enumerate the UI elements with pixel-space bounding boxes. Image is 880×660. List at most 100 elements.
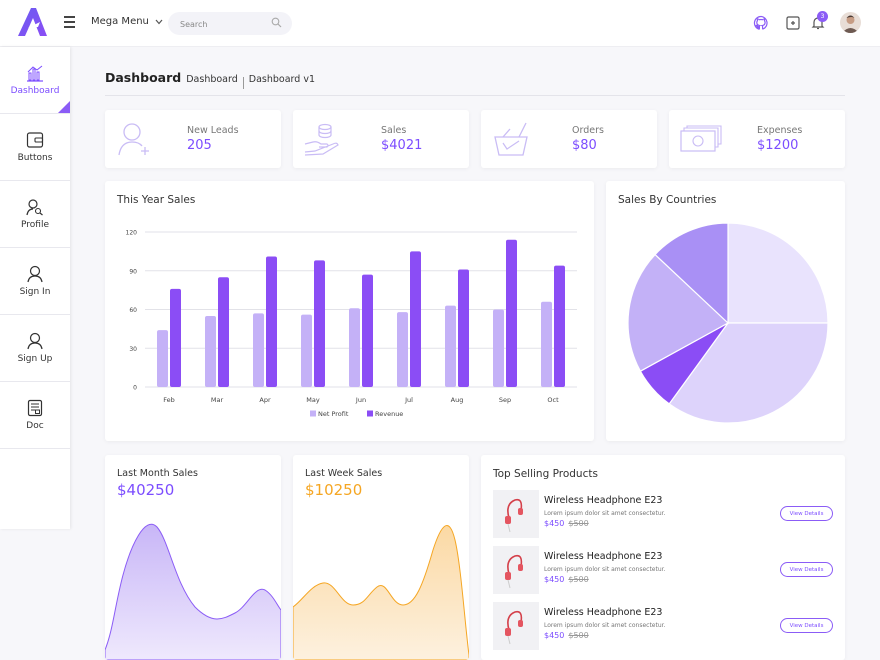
sidebar-item-sign-in[interactable]: Sign In <box>0 248 70 315</box>
top-products-card: Top Selling Products Wireless Headphone … <box>481 455 845 660</box>
bar-net-profit[interactable] <box>157 330 168 387</box>
bar-net-profit[interactable] <box>493 309 504 388</box>
x-tick-label: Feb <box>163 396 175 404</box>
bar-revenue[interactable] <box>554 265 565 387</box>
bar-net-profit[interactable] <box>253 313 264 387</box>
stat-card-sales: Sales $4021 <box>293 110 469 168</box>
card-title: This Year Sales <box>117 194 196 206</box>
search-input[interactable] <box>168 13 264 36</box>
y-tick-label: 90 <box>129 268 137 275</box>
breadcrumb: Dashboard Dashboard Dashboard v1 <box>105 70 845 96</box>
bar-net-profit[interactable] <box>205 315 216 387</box>
product-image <box>493 546 539 594</box>
x-tick-label: Jul <box>404 396 413 404</box>
bar-net-profit[interactable] <box>445 305 456 387</box>
view-details-button[interactable]: View Details <box>780 562 833 577</box>
bar-net-profit[interactable] <box>301 314 312 387</box>
hamburger-menu-icon[interactable] <box>64 16 76 28</box>
stat-value: $80 <box>572 138 597 153</box>
bar-net-profit[interactable] <box>349 308 360 387</box>
basket-icon <box>494 122 528 156</box>
stat-value: 205 <box>187 138 212 153</box>
price-current: $450 <box>544 519 565 528</box>
y-tick-label: 60 <box>129 307 137 314</box>
bar-revenue[interactable] <box>506 239 517 387</box>
sidebar-item-label: Profile <box>21 220 49 230</box>
legend-swatch <box>367 410 373 417</box>
stat-card-new-leads: New Leads 205 <box>105 110 281 168</box>
area-chart <box>105 524 281 660</box>
expand-icon[interactable] <box>785 15 801 31</box>
product-name: Wireless Headphone E23 <box>544 495 663 506</box>
x-tick-label: Oct <box>547 396 559 404</box>
bar-revenue[interactable] <box>314 260 325 387</box>
stat-card-expenses: Expenses $1200 <box>669 110 845 168</box>
sidebar-item-profile[interactable]: Profile <box>0 181 70 248</box>
product-description: Lorem ipsum dolor sit amet consectetur. <box>544 510 666 517</box>
bar-net-profit[interactable] <box>541 301 552 387</box>
user-icon <box>27 332 43 350</box>
document-icon <box>27 399 43 417</box>
stat-value: $1200 <box>757 138 799 153</box>
mega-menu-dropdown[interactable]: Mega Menu <box>91 16 163 27</box>
y-tick-label: 120 <box>126 230 138 237</box>
view-details-button[interactable]: View Details <box>780 506 833 521</box>
product-price: $450 $500 <box>544 575 589 584</box>
mega-menu-label: Mega Menu <box>91 16 149 27</box>
sidebar: Dashboard Buttons Profile Sign In Sign U… <box>0 47 70 529</box>
product-image <box>493 490 539 538</box>
stat-label: Expenses <box>757 125 803 136</box>
x-tick-label: Aug <box>451 396 464 404</box>
sidebar-item-label: Dashboard <box>10 86 60 96</box>
x-tick-label: May <box>306 396 320 404</box>
bar-revenue[interactable] <box>170 288 181 387</box>
year-sales-card: This Year Sales 0 30 60 90 120 Feb Mar Apr May Ju… <box>105 181 594 441</box>
chevron-down-icon <box>155 19 163 24</box>
sidebar-item-doc[interactable]: Doc <box>0 382 70 449</box>
pie-slice[interactable] <box>654 222 729 325</box>
y-tick-label: 30 <box>129 346 137 353</box>
price-old: $500 <box>568 575 589 584</box>
bar-revenue[interactable] <box>458 269 469 387</box>
price-current: $450 <box>544 575 565 584</box>
stat-value: $4021 <box>381 138 423 153</box>
x-tick-label: Apr <box>259 396 271 404</box>
product-description: Lorem ipsum dolor sit amet consectetur. <box>544 566 666 573</box>
sidebar-item-sign-up[interactable]: Sign Up <box>0 315 70 382</box>
product-row: Wireless Headphone E23 Lorem ipsum dolor… <box>493 490 833 538</box>
sidebar-item-label: Sign Up <box>17 354 53 364</box>
pie-slice[interactable] <box>627 253 730 372</box>
breadcrumb-item[interactable]: Dashboard <box>186 74 238 85</box>
pie-slice[interactable] <box>727 222 829 324</box>
page-title: Dashboard <box>105 70 182 85</box>
y-tick-label: 0 <box>133 385 137 392</box>
user-icon <box>27 265 43 283</box>
search-box <box>168 12 292 36</box>
github-icon[interactable] <box>753 15 769 31</box>
x-tick-label: Sep <box>499 396 511 404</box>
sidebar-item-buttons[interactable]: Buttons <box>0 114 70 181</box>
user-search-icon <box>26 199 43 216</box>
view-details-button[interactable]: View Details <box>780 618 833 633</box>
bar-revenue[interactable] <box>266 256 277 387</box>
pie-slice[interactable] <box>668 322 829 424</box>
avatar[interactable] <box>840 12 861 33</box>
product-row: Wireless Headphone E23 Lorem ipsum dolor… <box>493 546 833 594</box>
price-current: $450 <box>544 631 565 640</box>
sales-value: $40250 <box>117 481 175 499</box>
legend-label: Net Profit <box>318 410 349 418</box>
logo-icon[interactable] <box>16 6 48 38</box>
hand-coins-icon <box>304 123 339 156</box>
sales-value: $10250 <box>305 481 363 499</box>
card-title: Last Month Sales <box>117 468 198 479</box>
bar-revenue[interactable] <box>410 251 421 387</box>
bar-revenue[interactable] <box>218 277 229 387</box>
sidebar-item-dashboard[interactable]: Dashboard <box>0 47 70 114</box>
bar-revenue[interactable] <box>362 274 373 387</box>
bar-net-profit[interactable] <box>397 312 408 387</box>
legend-swatch <box>310 410 316 417</box>
search-icon[interactable] <box>271 17 282 28</box>
product-name: Wireless Headphone E23 <box>544 551 663 562</box>
last-month-sales-card: Last Month Sales $40250 <box>105 455 281 660</box>
product-price: $450 $500 <box>544 519 589 528</box>
